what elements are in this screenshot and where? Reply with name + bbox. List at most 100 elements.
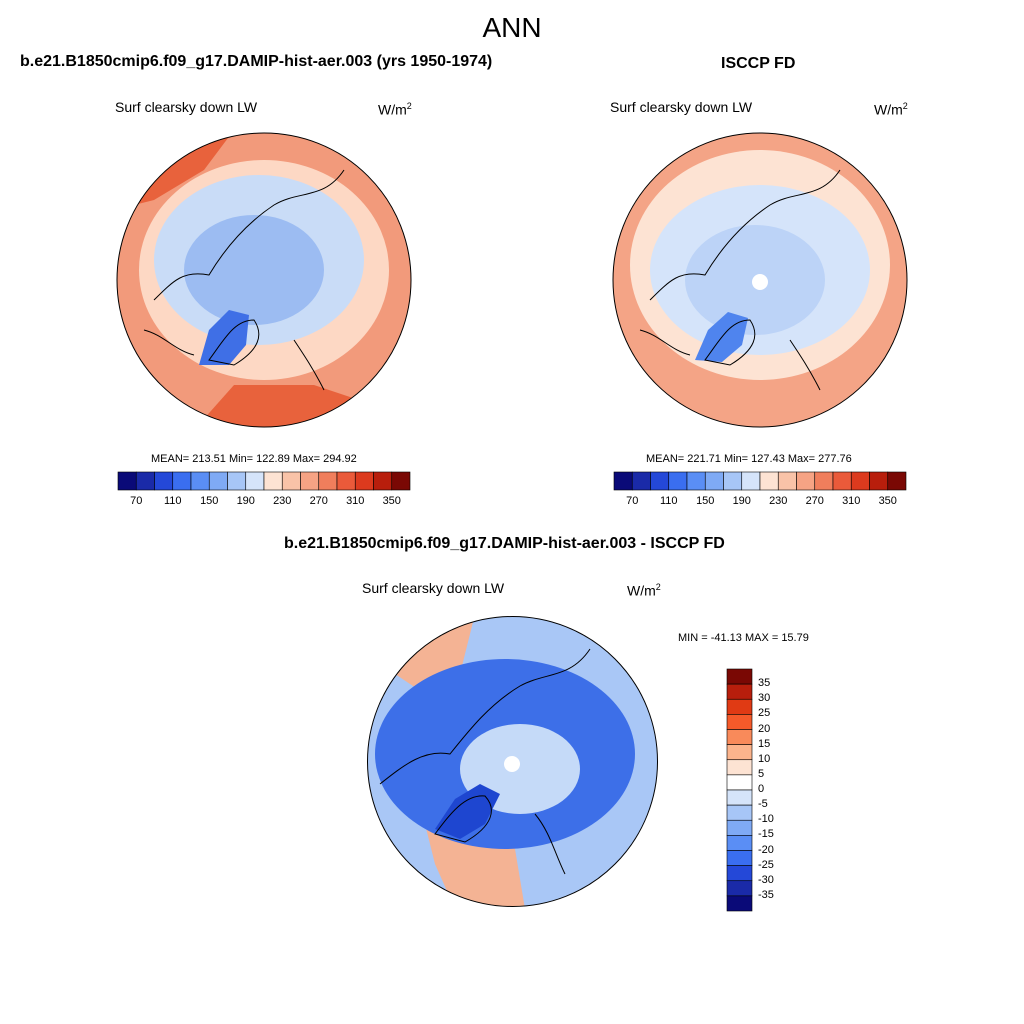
colorbar-observations-swatch [796,471,816,491]
panel3-stats: MIN = -41.13 MAX = 15.79 [678,632,809,644]
colorbar-difference-swatch [726,759,753,776]
colorbar-difference-swatch [726,668,753,685]
colorbar-difference-tick-label: 20 [758,722,771,735]
map2-border [612,132,908,428]
panel3-units: W/m2 [627,582,661,599]
map-observations [612,132,908,428]
colorbar-model-swatch [336,471,356,491]
map-difference [367,616,658,907]
colorbar-observations-tick-label: 310 [842,495,861,507]
colorbar-observations-swatch [631,471,651,491]
map2-continents [639,169,841,391]
colorbar-difference-tick-label: 30 [758,692,771,705]
colorbar-model-swatch [135,471,155,491]
colorbar-model-swatch [208,471,228,491]
colorbar-model-swatch [245,471,265,491]
colorbar-difference-tick-label: -25 [758,858,774,871]
colorbar-difference-swatch [726,835,753,851]
colorbar-observations-tick-label: 150 [696,495,715,507]
colorbar-difference-swatch [726,744,753,761]
colorbar-difference-tick-label: -30 [758,873,774,886]
colorbar-difference-swatch [726,789,753,806]
colorbar-difference-tick-label: 10 [758,752,771,765]
panel1-variable: Surf clearsky down LW [115,99,258,115]
colorbar-difference-tick-label: -5 [758,798,768,811]
colorbar-difference-tick-label: -15 [758,828,774,841]
colorbar-difference-swatch [726,850,753,866]
colorbar-difference-swatch [726,880,753,897]
colorbar-observations-swatch [850,471,870,491]
colorbar-model-swatch [318,471,338,491]
colorbar-difference-swatch [726,895,753,912]
colorbar-model-swatch [391,471,411,491]
colorbar-observations-tick-label: 190 [732,495,751,507]
diff-border [367,616,658,907]
colorbar-observations-swatch [704,471,724,491]
colorbar-model-tick-label: 270 [309,495,328,507]
colorbar-model-swatch [354,471,374,491]
map1-continents [143,169,345,391]
panel1-title: b.e21.B1850cmip6.f09_g17.DAMIP-hist-aer.… [20,53,493,70]
colorbar-observations-swatch [759,471,779,491]
colorbar-model-swatch [227,471,247,491]
colorbar-model-tick-label: 310 [346,495,365,507]
colorbar-model-tick-label: 110 [163,495,182,507]
colorbar-difference-tick-label: -10 [758,813,774,826]
colorbar-difference-tick-label: 25 [758,707,771,720]
map-model [116,132,412,428]
panel3-variable: Surf clearsky down LW [362,580,505,596]
colorbar-difference-tick-label: 5 [758,767,765,780]
colorbar-model-tick-label: 230 [273,495,292,507]
colorbar-model-swatch [263,471,283,491]
colorbar-observations-swatch [832,471,852,491]
colorbar-observations-swatch [650,471,670,491]
colorbar-observations-tick-label: 70 [626,495,639,507]
colorbar-model-swatch [281,471,301,491]
colorbar-model-swatch [154,471,174,491]
diff-pole-hole [504,756,520,772]
colorbar-model-swatch [172,471,192,491]
map2-pole-hole [752,274,768,290]
colorbar-observations-swatch [668,471,688,491]
colorbar-model-tick-label: 150 [200,495,219,507]
colorbar-observations-tick-label: 350 [878,495,897,507]
panel2-units: W/m2 [874,101,908,118]
colorbar-difference-tick-label: -35 [758,888,774,901]
colorbar-difference-swatch [726,714,753,730]
panel2-title: ISCCP FD [721,55,796,72]
map1-greenland [199,310,249,365]
main-title: ANN [482,12,542,43]
colorbar-difference-tick-label: 15 [758,737,771,750]
diff-greenland [435,784,500,839]
colorbar-observations-swatch [869,471,889,491]
colorbar-difference-swatch [726,683,753,700]
colorbar-difference-swatch [726,698,753,715]
colorbar-model-swatch [117,471,137,491]
colorbar-observations-tick-label: 270 [805,495,824,507]
colorbar-observations-tick-label: 110 [659,495,678,507]
diff-continents [379,648,591,875]
panel2-stats: MEAN= 221.71 Min= 127.43 Max= 277.76 [646,453,852,465]
colorbar-difference-tick-label: 35 [758,677,771,690]
panel3-title: b.e21.B1850cmip6.f09_g17.DAMIP-hist-aer.… [284,535,725,552]
colorbar-observations [613,471,907,491]
map1-border [116,132,412,428]
colorbar-difference-swatch [726,865,753,882]
colorbar-difference-swatch [726,804,753,821]
colorbar-observations-swatch [723,471,743,491]
colorbar-difference-swatch [726,729,753,745]
colorbar-model-swatch [300,471,320,491]
colorbar-difference-swatch [726,774,753,791]
colorbar-difference [726,668,753,912]
colorbar-model-tick-label: 190 [236,495,255,507]
colorbar-model-swatch [373,471,393,491]
panel2-variable: Surf clearsky down LW [610,99,753,115]
colorbar-difference-tick-label: 0 [758,783,765,795]
colorbar-observations-swatch [887,471,907,491]
colorbar-model-tick-label: 350 [382,495,401,507]
colorbar-difference-swatch [726,819,753,836]
colorbar-difference-tick-label: -20 [758,843,774,856]
colorbar-observations-swatch [686,471,706,491]
panel1-stats: MEAN= 213.51 Min= 122.89 Max= 294.92 [151,453,357,465]
colorbar-observations-swatch [741,471,761,491]
